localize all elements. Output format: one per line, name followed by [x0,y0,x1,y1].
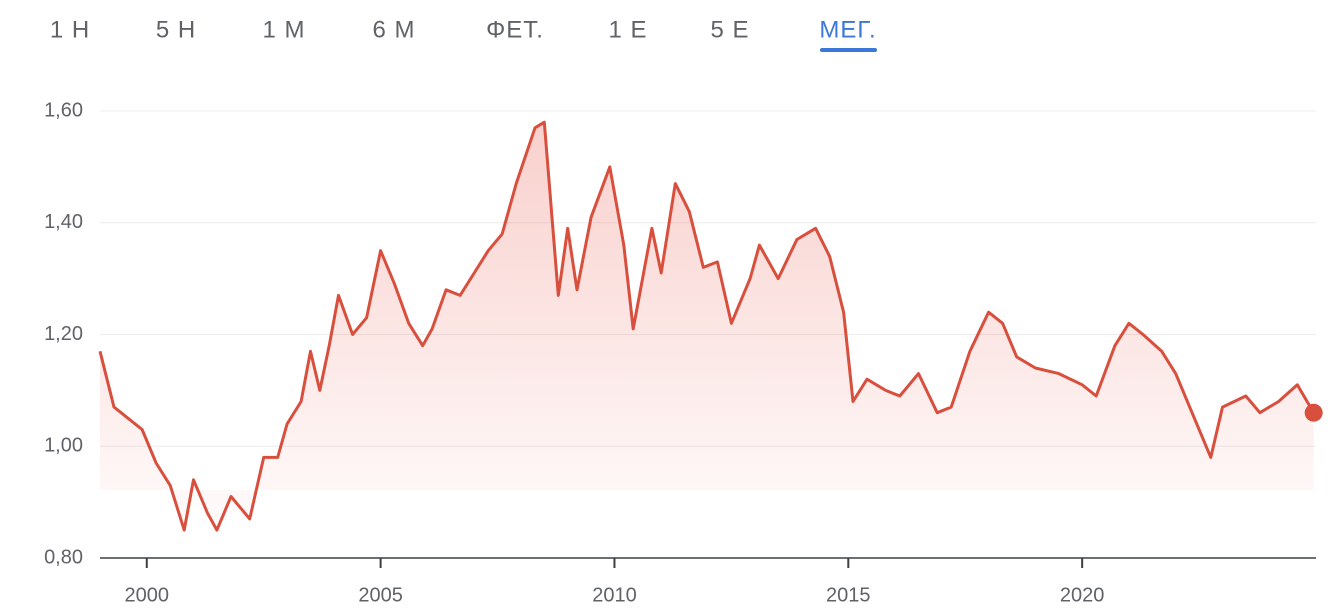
x-tick-label: 2020 [1060,584,1105,606]
area-fill [100,122,1314,531]
y-tick-label: 1,60 [44,99,83,121]
selected-tab-indicator [820,48,877,52]
y-tick-label: 0,80 [44,546,83,568]
x-tick-label: 2015 [826,584,871,606]
y-tick-label: 1,00 [44,435,83,457]
range-tab[interactable]: 1 Μ [262,16,305,43]
x-tick-label: 2000 [125,584,170,606]
range-tab[interactable]: ΦΕΤ. [486,16,544,43]
y-tick-label: 1,40 [44,211,83,233]
price-line [98,120,1315,532]
range-tab[interactable]: 5 Ε [710,16,749,43]
x-tick-label: 2005 [358,584,403,606]
current-point [1304,403,1323,422]
range-tab[interactable]: 1 Η [50,16,90,43]
x-tick-label: 2010 [592,584,637,606]
range-tab[interactable]: 6 Μ [372,16,415,43]
range-tab[interactable]: 1 Ε [608,16,647,43]
range-tab[interactable]: 5 Η [156,16,196,43]
y-tick-label: 1,20 [44,323,83,345]
range-tab[interactable]: ΜΕΓ. [819,16,876,43]
